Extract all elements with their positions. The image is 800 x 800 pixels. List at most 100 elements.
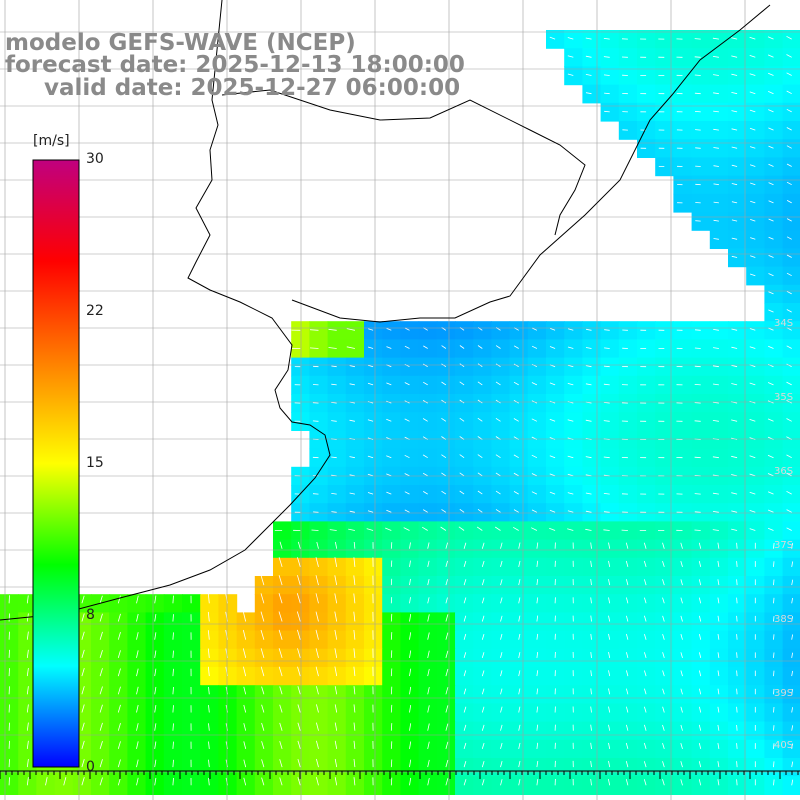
wind-cell (746, 248, 765, 268)
wind-arrow (427, 614, 430, 622)
wind-cell (436, 594, 456, 613)
wind-cell (728, 721, 747, 741)
wind-cell (564, 685, 583, 704)
wind-cell (582, 739, 602, 759)
wind-cell (345, 321, 365, 340)
wind-cell (564, 703, 583, 723)
wind-arrow (500, 652, 503, 659)
wind-cell (527, 412, 547, 431)
wind-cell (327, 339, 347, 359)
wind-arrow (736, 561, 738, 567)
wind-arrow (731, 201, 738, 204)
wind-arrow (385, 527, 392, 531)
wind-cell (600, 685, 620, 704)
wind-cell (673, 557, 693, 577)
wind-cell (673, 776, 693, 795)
wind-arrow (353, 593, 356, 604)
wind-arrow (481, 688, 485, 695)
wind-arrow (585, 55, 592, 58)
wind-cell (200, 648, 219, 668)
wind-cell (728, 648, 747, 668)
wind-cell (400, 667, 420, 686)
wind-cell (691, 776, 711, 795)
wind-cell (728, 84, 747, 104)
wind-arrow (495, 345, 501, 349)
wind-cell (455, 667, 474, 686)
wind-arrow (768, 273, 774, 277)
wind-cell (691, 539, 711, 559)
wind-arrow (549, 328, 556, 331)
wind-arrow (278, 648, 283, 659)
wind-cell (473, 339, 492, 359)
wind-cell (564, 430, 583, 450)
wind-cell (746, 212, 765, 231)
wind-cell (709, 539, 729, 559)
wind-cell (509, 503, 529, 522)
wind-cell (709, 157, 729, 177)
wind-cell (582, 357, 602, 377)
wind-cell (746, 630, 765, 650)
wind-cell (473, 758, 492, 777)
wind-arrow (367, 382, 374, 386)
wind-arrow (680, 633, 683, 640)
wind-arrow (786, 90, 792, 95)
wind-cell (509, 394, 529, 413)
wind-cell (345, 612, 365, 632)
wind-cell (527, 375, 547, 395)
wind-cell (673, 66, 693, 86)
wind-cell (145, 739, 165, 759)
wind-arrow (386, 491, 392, 495)
wind-cell (600, 576, 620, 595)
wind-arrow (349, 419, 355, 422)
wind-cell (527, 576, 547, 595)
wind-cell (564, 648, 583, 668)
wind-arrow (662, 761, 665, 768)
wind-cell (728, 212, 747, 231)
wind-arrow (608, 560, 611, 567)
wind-arrow (297, 722, 301, 731)
wind-cell (527, 776, 547, 795)
wind-cell (782, 193, 800, 213)
wind-cell (637, 321, 656, 340)
wind-arrow (279, 722, 283, 731)
wind-cell (782, 594, 800, 613)
wind-arrow (585, 419, 592, 422)
wind-arrow (81, 595, 85, 604)
wind-arrow (463, 597, 467, 604)
wind-arrow (731, 510, 738, 513)
wind-cell (600, 739, 620, 759)
wind-cell (691, 721, 711, 741)
wind-arrow (427, 759, 430, 768)
wind-arrow (367, 492, 374, 495)
wind-cell (746, 121, 765, 140)
wind-cell (546, 30, 565, 49)
wind-cell (728, 576, 747, 595)
wind-arrow (768, 145, 774, 149)
wind-arrow (713, 201, 719, 204)
wind-arrow (334, 593, 338, 604)
wind-cell (564, 539, 583, 559)
wind-cell (382, 521, 401, 541)
wind-cell (382, 321, 401, 340)
wind-cell (327, 648, 347, 668)
wind-arrow (422, 509, 428, 513)
wind-arrow (409, 632, 412, 640)
wind-arrow (644, 724, 647, 731)
wind-cell (691, 30, 711, 49)
wind-cell (728, 594, 747, 613)
wind-cell (764, 394, 784, 413)
wind-cell (582, 448, 602, 468)
wind-arrow (136, 632, 139, 640)
wind-cell (782, 139, 800, 158)
wind-cell (291, 503, 310, 522)
wind-cell (691, 48, 711, 67)
wind-arrow (422, 472, 428, 477)
wind-arrow (278, 593, 283, 604)
wind-arrow (409, 741, 412, 749)
wind-cell (764, 375, 784, 395)
wind-arrow (590, 597, 592, 604)
wind-arrow (536, 633, 539, 640)
wind-cell (455, 685, 474, 704)
wind-cell (764, 284, 784, 304)
wind-arrow (445, 705, 449, 713)
